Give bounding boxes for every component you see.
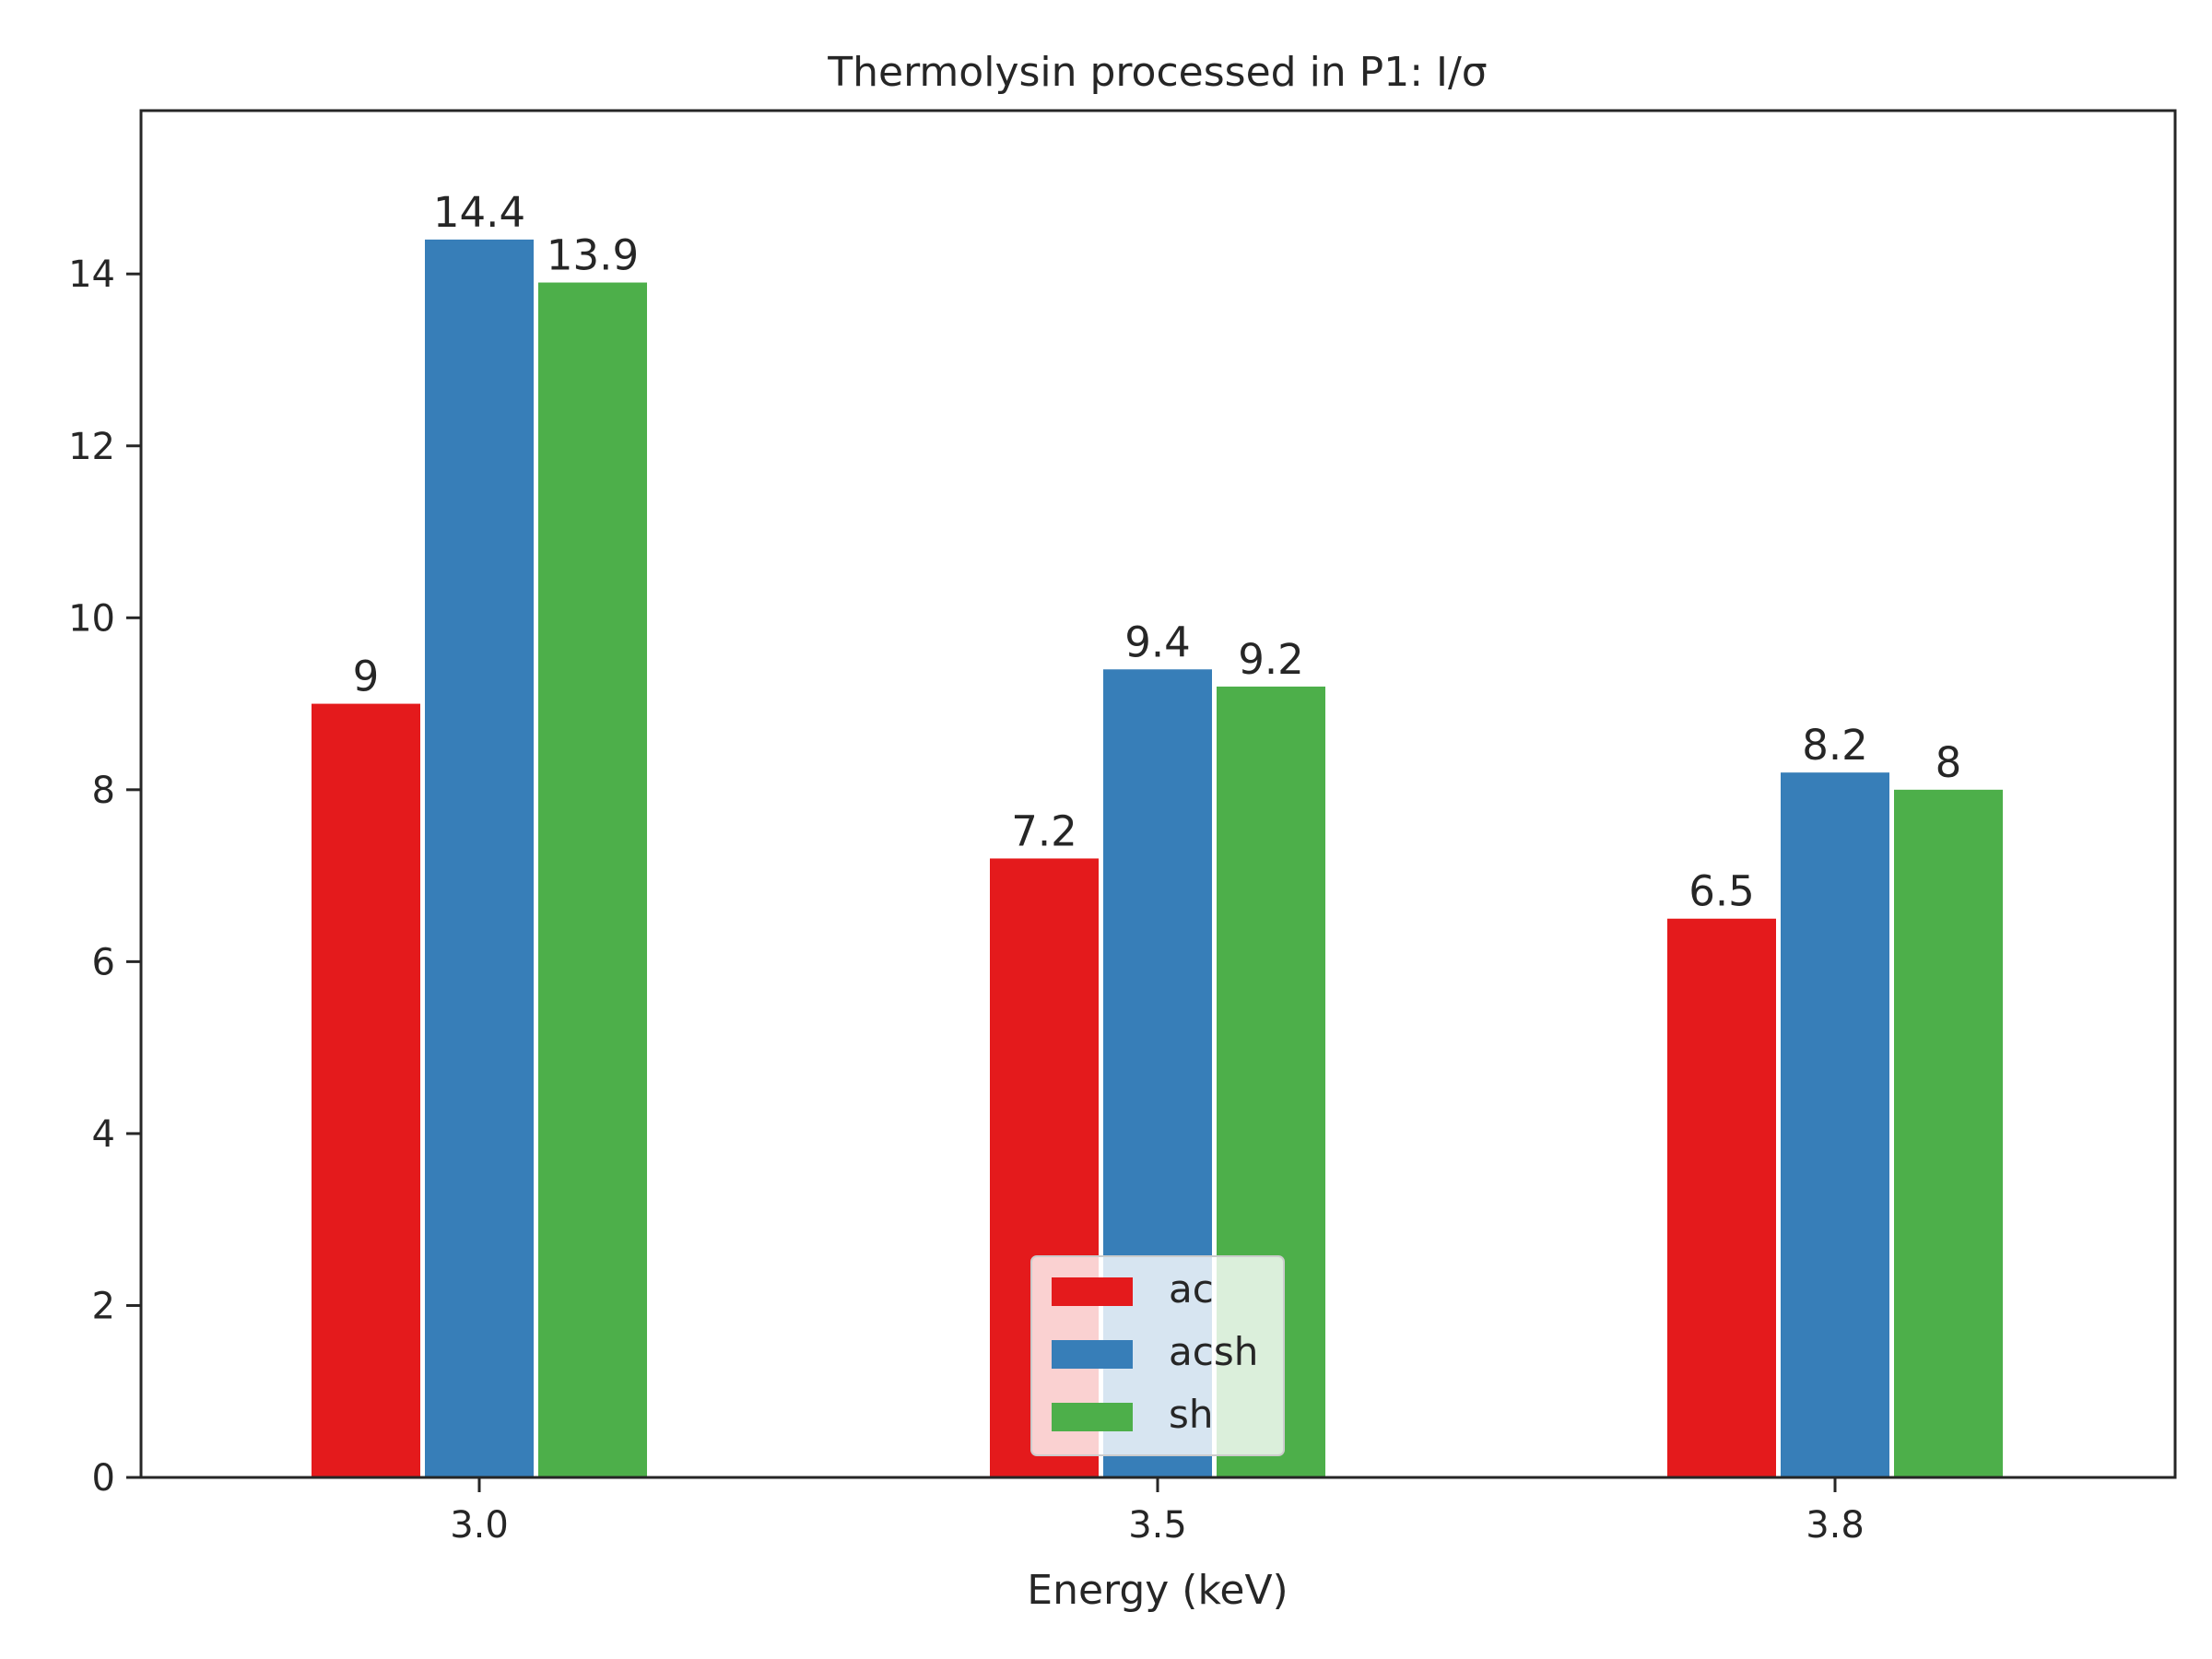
y-tick-label: 2: [92, 1285, 115, 1327]
x-tick-label: 3.8: [1806, 1504, 1865, 1547]
legend-entry-acsh: acsh: [1169, 1329, 1258, 1374]
x-tick-label: 3.0: [450, 1504, 509, 1547]
bar-value-label: 14.4: [433, 188, 525, 237]
bar-value-label: 13.9: [547, 231, 639, 280]
legend-entry-ac: ac: [1169, 1266, 1214, 1312]
bar-value-label: 7.2: [1011, 806, 1077, 855]
y-tick-label: 14: [68, 253, 115, 296]
y-tick-label: 6: [92, 941, 115, 983]
bar-value-label: 9.4: [1124, 618, 1191, 666]
bar-sh-3.0: [538, 282, 647, 1477]
legend-swatch-acsh: [1052, 1340, 1133, 1369]
plot-area: 9 7.2 6.5 14.4 9.4 8.2 13.9 9.2 8: [312, 188, 2003, 1478]
bar-value-label: 9: [353, 653, 380, 701]
bar-value-label: 9.2: [1238, 635, 1304, 684]
chart-title: Thermolysin processed in P1: I/σ: [827, 49, 1487, 96]
bar-sh-3.8: [1894, 789, 2003, 1477]
bar-value-label: 6.5: [1688, 867, 1755, 916]
y-tick-label: 8: [92, 770, 115, 812]
legend-entry-sh: sh: [1169, 1392, 1214, 1437]
x-axis-label: Energy (keV): [1027, 1567, 1288, 1614]
y-tick-label: 4: [92, 1113, 115, 1156]
legend-swatch-sh: [1052, 1403, 1133, 1431]
bar-value-label: 8: [1936, 738, 1962, 787]
x-tick-label: 3.5: [1128, 1504, 1187, 1547]
bar-value-label: 8.2: [1802, 721, 1868, 770]
axis-ticks: 0 2 4 6 8 10 12 14 3.0 3.5 3.8: [68, 253, 1865, 1547]
bar-ac-3.0: [312, 703, 420, 1477]
y-tick-label: 0: [92, 1457, 115, 1500]
legend: ac acsh sh: [1030, 1255, 1285, 1456]
y-tick-label: 10: [68, 597, 115, 640]
bar-ac-3.8: [1667, 918, 1776, 1477]
y-tick-label: 12: [68, 426, 115, 468]
legend-swatch-ac: [1052, 1277, 1133, 1306]
bar-acsh-3.8: [1781, 772, 1889, 1477]
bar-acsh-3.0: [425, 239, 534, 1478]
